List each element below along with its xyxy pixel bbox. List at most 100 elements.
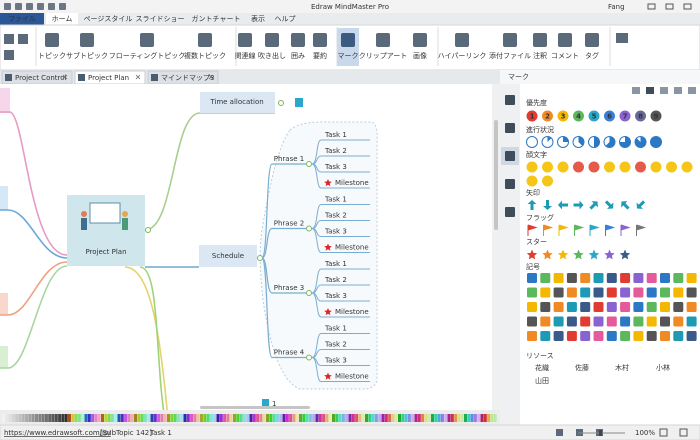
quick-access-icon[interactable] — [15, 3, 22, 10]
palette-swatch[interactable] — [203, 414, 207, 422]
phase-label[interactable]: Phrase 2 — [274, 220, 304, 228]
symbol-icon[interactable] — [606, 316, 617, 327]
palette-swatch[interactable] — [305, 414, 309, 422]
priority-icon[interactable] — [526, 110, 538, 122]
task-label[interactable]: Task 3 — [324, 163, 347, 171]
task-label[interactable]: Task 3 — [324, 228, 347, 236]
palette-swatch[interactable] — [266, 414, 269, 422]
ribbon-icon[interactable] — [503, 33, 517, 47]
palette-swatch[interactable] — [374, 414, 378, 422]
file-tab[interactable] — [0, 13, 44, 25]
task-label[interactable]: Task 2 — [324, 147, 347, 155]
palette-swatch[interactable] — [487, 414, 491, 422]
window-control[interactable] — [683, 3, 692, 10]
topic-label[interactable]: Schedule — [212, 252, 244, 260]
v-scrollbar[interactable] — [492, 84, 500, 410]
symbol-icon[interactable] — [673, 302, 684, 312]
collapse-button[interactable] — [306, 161, 312, 167]
palette-swatch[interactable] — [77, 414, 81, 422]
flag-icon[interactable] — [589, 224, 600, 236]
palette-swatch[interactable] — [338, 414, 342, 422]
symbol-icon[interactable] — [686, 273, 697, 283]
palette-swatch[interactable] — [328, 414, 332, 422]
palette-swatch[interactable] — [87, 414, 91, 422]
palette-swatch[interactable] — [269, 414, 273, 422]
symbol-icon[interactable] — [620, 273, 631, 283]
symbol-icon[interactable] — [620, 331, 631, 341]
palette-swatch[interactable] — [454, 414, 458, 422]
palette-swatch[interactable] — [186, 414, 190, 422]
palette-swatch[interactable] — [48, 414, 52, 422]
palette-swatch[interactable] — [325, 414, 329, 422]
ribbon-icon[interactable] — [291, 33, 305, 47]
ribbon-label[interactable]: 囲み — [291, 52, 305, 60]
symbol-icon[interactable] — [673, 273, 684, 283]
panel-view-icon[interactable] — [632, 87, 640, 94]
close-icon[interactable] — [135, 74, 141, 80]
v-scroll-thumb[interactable] — [494, 120, 498, 230]
palette-swatch[interactable] — [434, 414, 438, 422]
priority-number[interactable]: 8 — [638, 113, 643, 121]
ribbon-label[interactable]: タグ — [585, 51, 599, 60]
side-icon[interactable] — [505, 123, 515, 133]
palette-swatch[interactable] — [289, 414, 293, 422]
close-icon[interactable] — [208, 74, 214, 80]
priority-number[interactable]: 6 — [607, 113, 612, 121]
task-label[interactable]: Task 2 — [324, 341, 347, 349]
emoji-icon[interactable] — [604, 161, 615, 173]
quick-access-icon[interactable] — [26, 3, 33, 10]
ribbon-icon[interactable] — [198, 33, 212, 47]
resource-name[interactable]: 花織 — [535, 363, 549, 372]
ribbon-label[interactable]: 注釈 — [533, 51, 547, 60]
ribbon-icon[interactable] — [238, 33, 252, 47]
ribbon-icon[interactable] — [265, 33, 279, 47]
palette-swatch[interactable] — [107, 414, 111, 422]
palette-swatch[interactable] — [424, 414, 428, 422]
collapse-button[interactable] — [306, 354, 312, 361]
palette-swatch[interactable] — [335, 414, 339, 422]
palette-swatch[interactable] — [15, 414, 19, 422]
palette-swatch[interactable] — [216, 414, 220, 422]
menu-item[interactable]: ページスタイル — [84, 14, 133, 23]
side-icon[interactable] — [505, 207, 515, 217]
palette-swatch[interactable] — [35, 414, 38, 422]
priority-icon[interactable] — [604, 110, 615, 122]
palette-swatch[interactable] — [398, 414, 401, 422]
symbol-icon[interactable] — [633, 302, 644, 312]
palette-swatch[interactable] — [61, 414, 65, 422]
ribbon-icon[interactable] — [45, 33, 59, 47]
palette-swatch[interactable] — [44, 414, 48, 422]
symbol-icon[interactable] — [606, 331, 617, 341]
palette-swatch[interactable] — [345, 414, 349, 422]
palette-swatch[interactable] — [378, 414, 382, 422]
task-label[interactable]: Task 1 — [324, 196, 347, 204]
emoji-icon[interactable] — [526, 161, 538, 173]
palette-swatch[interactable] — [183, 414, 187, 422]
palette-swatch[interactable] — [170, 414, 174, 422]
symbol-icon[interactable] — [673, 287, 684, 298]
ribbon-icon[interactable] — [585, 33, 599, 47]
palette-swatch[interactable] — [470, 414, 474, 422]
palette-swatch[interactable] — [140, 414, 144, 422]
palette-swatch[interactable] — [477, 414, 481, 422]
palette-swatch[interactable] — [31, 414, 35, 422]
palette-swatch[interactable] — [282, 414, 286, 422]
symbol-icon[interactable] — [553, 331, 564, 341]
doc-tab-label[interactable]: Project Control — [15, 74, 67, 82]
arrow-icon[interactable] — [527, 200, 537, 210]
symbol-icon[interactable] — [566, 287, 577, 298]
ribbon-label[interactable]: 関連線 — [235, 51, 256, 60]
palette-swatch[interactable] — [483, 414, 487, 422]
palette-swatch[interactable] — [252, 414, 256, 422]
palette-swatch[interactable] — [173, 414, 177, 422]
palette-swatch[interactable] — [206, 414, 210, 422]
palette-swatch[interactable] — [120, 414, 124, 422]
palette-swatch[interactable] — [341, 414, 345, 422]
symbol-icon[interactable] — [593, 287, 604, 298]
menu-item[interactable]: 表示 — [251, 14, 265, 23]
priority-number[interactable]: 1 — [530, 113, 535, 121]
palette-swatch[interactable] — [401, 414, 405, 422]
arrow-icon[interactable] — [618, 198, 631, 211]
ribbon-icon[interactable] — [313, 33, 327, 47]
symbol-icon[interactable] — [553, 287, 564, 298]
